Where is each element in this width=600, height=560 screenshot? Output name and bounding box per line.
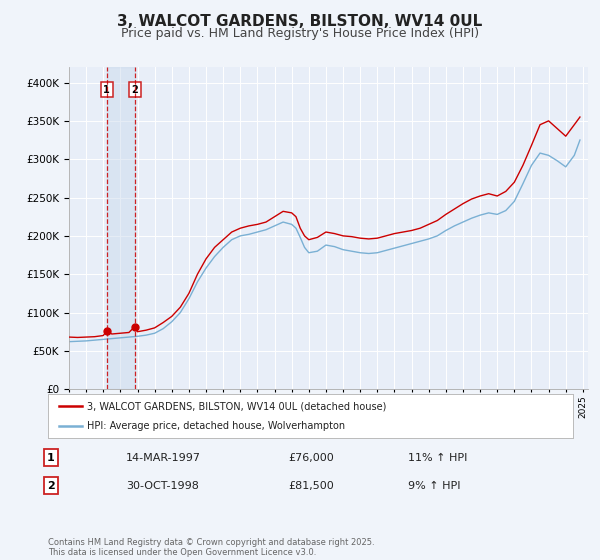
Text: Contains HM Land Registry data © Crown copyright and database right 2025.
This d: Contains HM Land Registry data © Crown c… xyxy=(48,538,374,557)
Text: 2: 2 xyxy=(47,480,55,491)
Text: 1: 1 xyxy=(103,85,110,95)
Text: Price paid vs. HM Land Registry's House Price Index (HPI): Price paid vs. HM Land Registry's House … xyxy=(121,27,479,40)
Bar xyxy=(107,67,134,389)
Text: 3, WALCOT GARDENS, BILSTON, WV14 0UL: 3, WALCOT GARDENS, BILSTON, WV14 0UL xyxy=(118,14,482,29)
Text: HPI: Average price, detached house, Wolverhampton: HPI: Average price, detached house, Wolv… xyxy=(88,421,346,431)
Text: 2: 2 xyxy=(131,85,138,95)
Text: 11% ↑ HPI: 11% ↑ HPI xyxy=(408,452,467,463)
Text: 30-OCT-1998: 30-OCT-1998 xyxy=(126,480,199,491)
Text: 14-MAR-1997: 14-MAR-1997 xyxy=(126,452,201,463)
Text: 3, WALCOT GARDENS, BILSTON, WV14 0UL (detached house): 3, WALCOT GARDENS, BILSTON, WV14 0UL (de… xyxy=(88,402,387,412)
Text: 9% ↑ HPI: 9% ↑ HPI xyxy=(408,480,461,491)
Text: 1: 1 xyxy=(47,452,55,463)
Text: £81,500: £81,500 xyxy=(288,480,334,491)
Text: £76,000: £76,000 xyxy=(288,452,334,463)
